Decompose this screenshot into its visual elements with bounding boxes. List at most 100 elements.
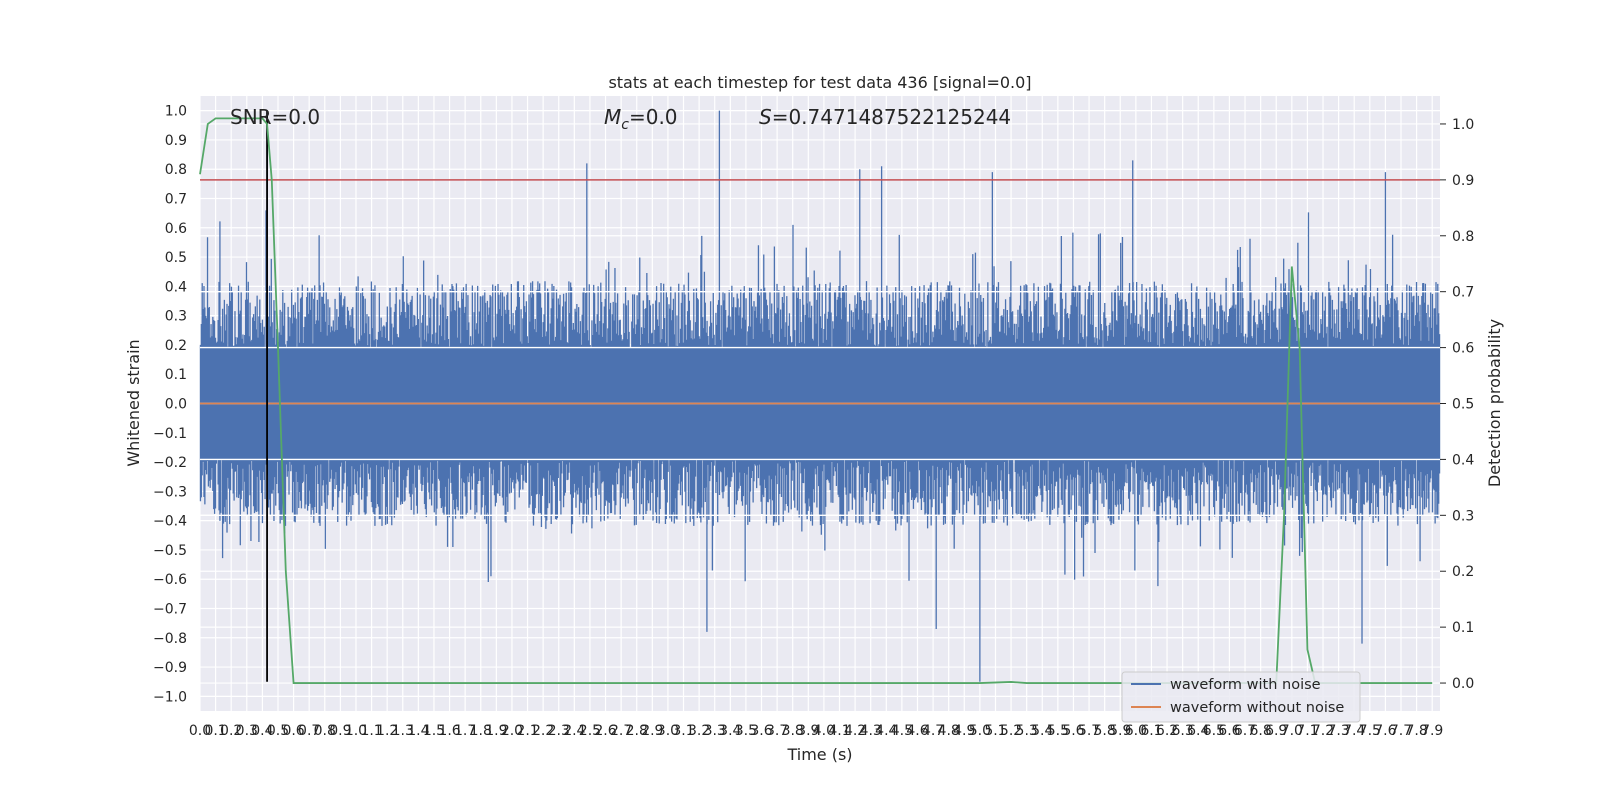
y-tick-label-left: 0.3 (165, 309, 187, 325)
x-tick-label: 1.9 (485, 723, 507, 739)
y-axis-label-left: Whitened strain (124, 339, 143, 466)
x-tick-label: 4.5 (891, 723, 913, 739)
y-tick-label-left: −0.1 (153, 426, 187, 442)
x-tick-label: 5.2 (1000, 723, 1022, 739)
legend-box (1121, 671, 1361, 723)
x-tick-label: 5.8 (1094, 723, 1116, 739)
x-axis-label: Time (s) (786, 745, 852, 764)
x-tick-label: 6.3 (1172, 723, 1194, 739)
y-tick-label-left: 0.0 (165, 397, 187, 413)
y-tick-label-left: −0.8 (153, 631, 187, 647)
x-tick-label: 5.6 (1062, 723, 1084, 739)
y-tick-label-right: 0.6 (1452, 341, 1474, 357)
x-tick-label: 1.0 (345, 723, 367, 739)
y-tick-label-right: 0.9 (1452, 173, 1474, 189)
x-tick-label: 3.0 (657, 723, 679, 739)
x-tick-label: 7.6 (1374, 723, 1396, 739)
x-tick-label: 2.2 (532, 723, 554, 739)
y-tick-label-left: −0.5 (153, 543, 187, 559)
x-tick-label: 7.3 (1327, 723, 1349, 739)
x-tick-label: 1.5 (423, 723, 445, 739)
x-tick-label: 0.3 (236, 723, 258, 739)
detection-probability-line (199, 117, 1433, 684)
x-tick-label: 7.9 (1421, 723, 1443, 739)
y-tick-label-left: −0.9 (153, 660, 187, 676)
legend-label-noise: waveform with noise (1170, 677, 1321, 693)
x-tick-label: 5.9 (1109, 723, 1131, 739)
x-tick-label: 0.2 (220, 723, 242, 739)
x-tick-label: 5.1 (984, 723, 1006, 739)
y-tick-label-left: −0.6 (153, 572, 187, 588)
annotation-mc-sub: c (621, 117, 629, 133)
x-tick-label: 0.1 (204, 723, 226, 739)
x-tick-label: 4.3 (860, 723, 882, 739)
x-tick-label: 3.2 (688, 723, 710, 739)
annotation-mc-value: =0.0 (629, 105, 678, 129)
y-tick-label-right: 0.1 (1452, 620, 1474, 636)
x-tick-label: 3.6 (750, 723, 772, 739)
x-tick-label: 6.7 (1234, 723, 1256, 739)
x-tick-label: 4.7 (922, 723, 944, 739)
x-tick-label: 0.8 (314, 723, 336, 739)
x-tick-label: 4.9 (953, 723, 975, 739)
x-tick-label: 3.8 (782, 723, 804, 739)
x-tick-label: 3.4 (719, 723, 741, 739)
x-tick-label: 3.3 (704, 723, 726, 739)
x-tick-label: 0.5 (267, 723, 289, 739)
y-tick-label-right: 0.4 (1452, 452, 1474, 468)
x-tick-label: 5.3 (1016, 723, 1038, 739)
legend: waveform with noise waveform without noi… (1121, 671, 1361, 723)
y-tick-label-left: 0.8 (165, 162, 187, 178)
y-tick-label-left: −0.7 (153, 602, 187, 618)
x-tick-label: 1.6 (438, 723, 460, 739)
x-tick-label: 1.3 (392, 723, 414, 739)
y-tick-label-right: 0.2 (1452, 564, 1474, 580)
x-tick-label: 5.7 (1078, 723, 1100, 739)
y-axis-label-right: Detection probability (1485, 319, 1504, 487)
y-tick-label-left: 0.4 (165, 279, 187, 295)
x-tick-label: 2.6 (594, 723, 616, 739)
x-tick-label: 1.7 (454, 723, 476, 739)
y-tick-label-left: 0.1 (165, 367, 187, 383)
y-tick-label-right: 0.5 (1452, 397, 1474, 413)
x-tick-label: 4.2 (844, 723, 866, 739)
x-tick-label: 1.8 (470, 723, 492, 739)
y-tick-label-left: 0.9 (165, 133, 187, 149)
x-tick-label: 1.4 (407, 723, 429, 739)
x-tick-label: 2.0 (501, 723, 523, 739)
x-tick-label: 2.1 (516, 723, 538, 739)
x-tick-label: 6.6 (1218, 723, 1240, 739)
x-tick-label: 2.9 (641, 723, 663, 739)
annotation-mc-symbol: M (604, 105, 621, 129)
x-tick-label: 5.4 (1031, 723, 1053, 739)
x-tick-label: 6.1 (1140, 723, 1162, 739)
y-tick-label-right: 0.8 (1452, 229, 1474, 245)
y-tick-label-left: 0.6 (165, 221, 187, 237)
x-tick-label: 6.4 (1187, 723, 1209, 739)
x-tick-label: 2.3 (548, 723, 570, 739)
annotation-s: S=0.7471487522125244 (759, 105, 1011, 129)
x-tick-label: 4.6 (906, 723, 928, 739)
x-tick-label: 7.2 (1312, 723, 1334, 739)
x-tick-label: 1.1 (360, 723, 382, 739)
tick-labels: 0.00.10.20.30.40.50.60.70.80.91.01.11.21… (153, 104, 1474, 739)
y-tick-label-right: 1.0 (1452, 117, 1474, 133)
x-tick-label: 5.5 (1047, 723, 1069, 739)
x-tick-label: 3.9 (797, 723, 819, 739)
x-tick-label: 7.5 (1359, 723, 1381, 739)
x-tick-label: 1.2 (376, 723, 398, 739)
y-tick-label-left: −0.2 (153, 455, 187, 471)
x-tick-label: 7.7 (1390, 723, 1412, 739)
x-tick-label: 6.5 (1203, 723, 1225, 739)
y-tick-label-left: 0.7 (165, 192, 187, 208)
x-tick-label: 6.8 (1249, 723, 1271, 739)
y-tick-label-left: −0.4 (153, 514, 187, 530)
y-tick-label-right: 0.3 (1452, 508, 1474, 524)
x-tick-label: 4.8 (938, 723, 960, 739)
x-tick-label: 0.9 (329, 723, 351, 739)
x-tick-label: 3.5 (735, 723, 757, 739)
annotation-mc: Mc=0.0 (604, 105, 678, 133)
x-tick-label: 5.0 (969, 723, 991, 739)
x-tick-label: 2.7 (610, 723, 632, 739)
legend-label-clean: waveform without noise (1170, 700, 1344, 716)
